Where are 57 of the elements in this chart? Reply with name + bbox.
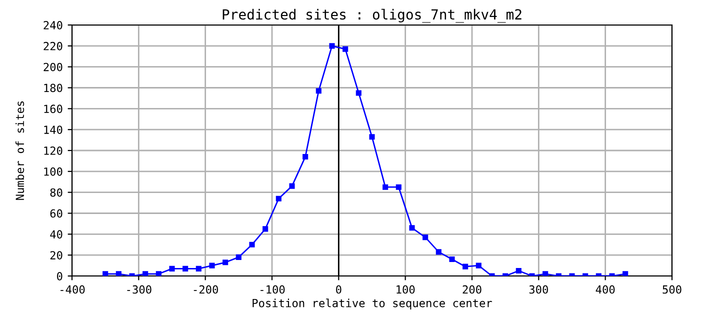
point [276, 196, 282, 202]
point [329, 43, 335, 49]
point [262, 226, 268, 232]
x-tick-label: 0 [336, 285, 342, 294]
y-tick-label: 220 [44, 42, 62, 50]
point [409, 225, 415, 231]
point [382, 184, 388, 190]
point [462, 264, 468, 270]
point [169, 266, 175, 272]
point [249, 242, 255, 248]
point [542, 271, 548, 276]
x-tick-label: 200 [462, 285, 482, 294]
point [222, 260, 228, 266]
point [102, 271, 108, 276]
point [449, 256, 455, 262]
point [396, 184, 402, 190]
y-tick-label: 20 [50, 251, 62, 260]
y-tick-label: 40 [50, 230, 62, 239]
y-tick-label: 160 [44, 104, 62, 114]
y-tick-label: 240 [44, 21, 62, 30]
point [236, 254, 242, 260]
y-tick-label: 80 [50, 188, 62, 197]
x-tick-label: -100 [260, 285, 285, 294]
point [182, 266, 188, 272]
point [516, 268, 522, 274]
x-tick-label: 400 [596, 285, 615, 294]
x-axis-title: Position relative to sequence center [252, 298, 492, 310]
point [116, 271, 122, 276]
y-tick-label: 100 [44, 167, 62, 176]
x-tick-label: 500 [662, 285, 682, 294]
x-tick-label: 300 [529, 285, 548, 294]
y-axis-title: Number of sites [15, 101, 24, 200]
y-tick-label: 140 [44, 126, 62, 134]
point [209, 262, 215, 268]
point [476, 262, 482, 268]
chart-title: Predicted sites : oligos_7nt_mkv4_m2 [222, 8, 522, 23]
point [356, 90, 362, 96]
y-tick-label: 60 [50, 209, 62, 218]
point [369, 134, 375, 140]
point [436, 249, 442, 255]
point [156, 271, 162, 276]
x-tick-label: -400 [60, 285, 85, 294]
point [316, 88, 322, 94]
y-tick-label: 120 [44, 146, 62, 155]
point [196, 266, 202, 272]
x-tick-label: -300 [127, 285, 152, 294]
point [422, 234, 428, 240]
point [289, 183, 295, 189]
x-tick-label: -200 [194, 285, 218, 294]
y-tick-label: 180 [44, 84, 62, 92]
point [622, 271, 628, 276]
y-tick-label: 200 [44, 62, 62, 72]
y-tick-label: 0 [57, 272, 62, 280]
point [342, 46, 348, 52]
point [302, 154, 308, 160]
x-tick-label: 100 [396, 285, 415, 294]
point [142, 271, 148, 276]
